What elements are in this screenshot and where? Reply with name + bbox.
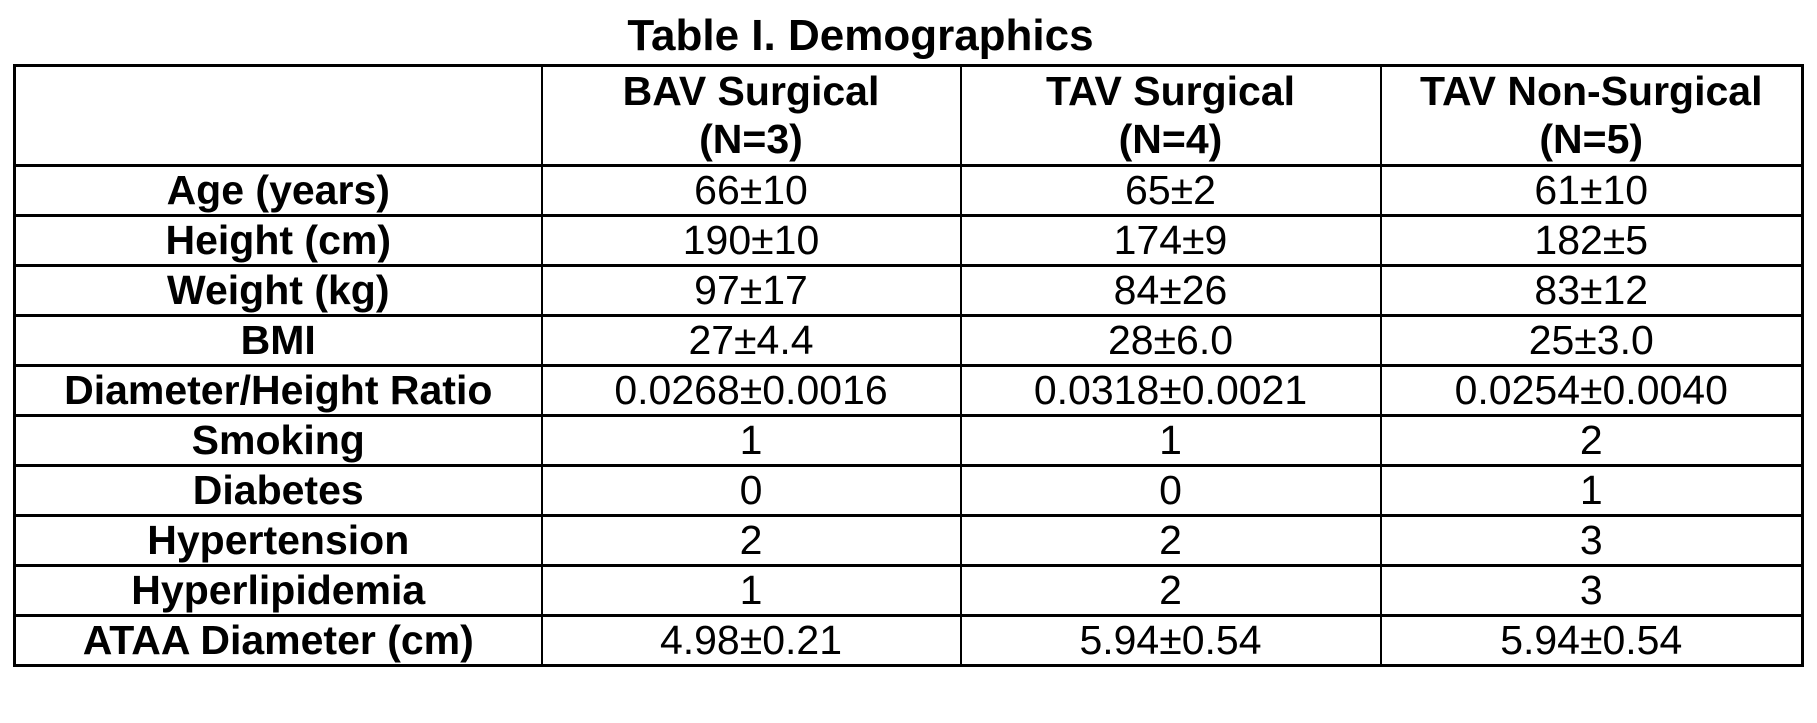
row-label: Age (years) [13, 163, 543, 217]
cell-value: 2 [1379, 413, 1804, 467]
row-label: Hyperlipidemia [13, 563, 543, 617]
table-row: Smoking 1 1 2 [13, 413, 1804, 467]
table-row: Age (years) 66±10 65±2 61±10 [13, 163, 1804, 217]
cell-value: 1 [540, 563, 962, 617]
header-blank [13, 64, 543, 167]
cell-value: 83±12 [1379, 263, 1804, 317]
cell-value: 190±10 [540, 213, 962, 267]
row-label: Smoking [13, 413, 543, 467]
cell-value: 3 [1379, 513, 1804, 567]
cell-value: 4.98±0.21 [540, 613, 962, 667]
table-row: Diabetes 0 0 1 [13, 463, 1804, 517]
table-row: Height (cm) 190±10 174±9 182±5 [13, 213, 1804, 267]
cell-value: 3 [1379, 563, 1804, 617]
table-row: Diameter/Height Ratio 0.0268±0.0016 0.03… [13, 363, 1804, 417]
header-tav-non-surgical: TAV Non-Surgical (N=5) [1379, 64, 1804, 167]
cell-value: 61±10 [1379, 163, 1804, 217]
header-row: BAV Surgical (N=3) TAV Surgical (N=4) TA… [13, 64, 1804, 167]
cell-value: 0.0254±0.0040 [1379, 363, 1804, 417]
row-label: Diabetes [13, 463, 543, 517]
header-tav-surgical: TAV Surgical (N=4) [959, 64, 1382, 167]
cell-value: 1 [959, 413, 1382, 467]
cell-value: 5.94±0.54 [959, 613, 1382, 667]
table-row: Weight (kg) 97±17 84±26 83±12 [13, 263, 1804, 317]
demographics-table: BAV Surgical (N=3) TAV Surgical (N=4) TA… [13, 64, 1804, 667]
cell-value: 0.0318±0.0021 [959, 363, 1382, 417]
cell-value: 28±6.0 [959, 313, 1382, 367]
cell-value: 66±10 [540, 163, 962, 217]
table-row: BMI 27±4.4 28±6.0 25±3.0 [13, 313, 1804, 367]
cell-value: 97±17 [540, 263, 962, 317]
cell-value: 25±3.0 [1379, 313, 1804, 367]
table-row: Hyperlipidemia 1 2 3 [13, 563, 1804, 617]
cell-value: 27±4.4 [540, 313, 962, 367]
row-label: BMI [13, 313, 543, 367]
cell-value: 0 [959, 463, 1382, 517]
cell-value: 2 [959, 563, 1382, 617]
cell-value: 0.0268±0.0016 [540, 363, 962, 417]
cell-value: 65±2 [959, 163, 1382, 217]
table-row: Hypertension 2 2 3 [13, 513, 1804, 567]
row-label: ATAA Diameter (cm) [13, 613, 543, 667]
row-label: Hypertension [13, 513, 543, 567]
row-label: Diameter/Height Ratio [13, 363, 543, 417]
cell-value: 174±9 [959, 213, 1382, 267]
table-row: ATAA Diameter (cm) 4.98±0.21 5.94±0.54 5… [13, 613, 1804, 667]
cell-value: 2 [959, 513, 1382, 567]
cell-value: 84±26 [959, 263, 1382, 317]
cell-value: 2 [540, 513, 962, 567]
row-label: Height (cm) [13, 213, 543, 267]
cell-value: 1 [540, 413, 962, 467]
row-label: Weight (kg) [13, 263, 543, 317]
cell-value: 5.94±0.54 [1379, 613, 1804, 667]
cell-value: 0 [540, 463, 962, 517]
cell-value: 1 [1379, 463, 1804, 517]
header-bav-surgical: BAV Surgical (N=3) [540, 64, 962, 167]
table-title: Table I. Demographics [627, 11, 1094, 60]
cell-value: 182±5 [1379, 213, 1804, 267]
